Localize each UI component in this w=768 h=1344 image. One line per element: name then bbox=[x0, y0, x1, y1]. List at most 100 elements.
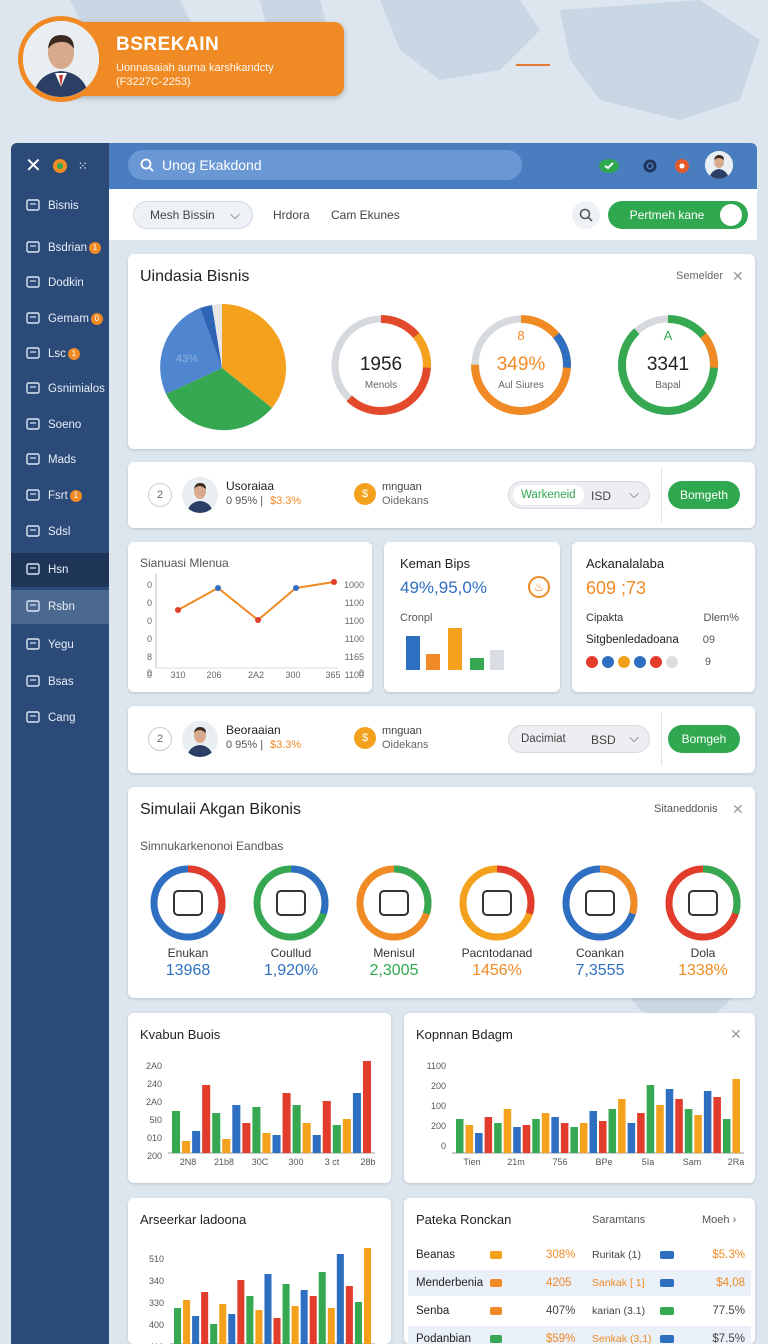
user-avatar[interactable] bbox=[705, 151, 733, 179]
row-action-button[interactable]: Bomgeh bbox=[668, 725, 740, 753]
filter-search-button[interactable] bbox=[572, 201, 600, 229]
ranking-more-label: Moeh bbox=[702, 1214, 730, 1226]
bar bbox=[291, 1306, 299, 1344]
bar-chart-2: 1100 200 100 200 0 Tien 21m 756 BPe 5Ia Sam 2Ra bbox=[427, 1061, 745, 1167]
currency-toggle[interactable]: Dacimiat BSD ⌵ bbox=[508, 725, 650, 753]
sidebar-item[interactable]: Rsbn bbox=[11, 590, 109, 624]
filter-link-2[interactable]: Cam Ekunes bbox=[331, 208, 400, 222]
gauge-top-label: 8 bbox=[517, 328, 524, 343]
overview-panel: Uindasia Bisnis Semelder ✕ 43% 1956 Menol… bbox=[128, 254, 755, 449]
gauge-label: Menols bbox=[365, 380, 397, 391]
settings-icon[interactable] bbox=[639, 155, 661, 177]
line-point bbox=[175, 607, 181, 613]
bar bbox=[579, 1123, 588, 1153]
calculator-icon[interactable] bbox=[560, 863, 640, 943]
person-icon bbox=[187, 727, 213, 757]
gauge-top-label: A bbox=[664, 328, 673, 343]
person-icon bbox=[23, 21, 99, 97]
sidebar-item[interactable]: Lsc 1 bbox=[11, 337, 109, 371]
close-icon[interactable]: ✕ bbox=[25, 155, 42, 177]
row-stat-b: $3.3% bbox=[270, 739, 302, 751]
metric-bar-3 bbox=[448, 628, 462, 670]
simulation-item-value: 1,920% bbox=[263, 962, 319, 979]
sidebar-item[interactable]: Gsnimialos bbox=[11, 372, 109, 406]
sidebar-item[interactable]: Bisnis bbox=[11, 189, 109, 223]
home-icon bbox=[25, 561, 48, 580]
sidebar-item[interactable]: Dodkin bbox=[11, 266, 109, 300]
table-row[interactable]: Senba 407% karian (3.1) 77.5% bbox=[408, 1298, 751, 1324]
currency-toggle[interactable]: Warkeneid ISD ⌵ bbox=[508, 481, 650, 509]
bar bbox=[560, 1123, 569, 1153]
sidebar-item-label: Cang bbox=[48, 712, 76, 724]
avatar[interactable] bbox=[182, 721, 218, 757]
sidebar-item[interactable]: Soeno bbox=[11, 408, 109, 442]
row-action-button[interactable]: Bomgeth bbox=[668, 481, 740, 509]
icon-ring-accent bbox=[459, 865, 535, 941]
bar bbox=[713, 1097, 721, 1153]
sidebar-item[interactable]: Cang bbox=[11, 701, 109, 735]
bar bbox=[312, 1135, 321, 1153]
hand-coins-icon[interactable] bbox=[148, 863, 228, 943]
ranking-more-link[interactable]: Moeh › bbox=[702, 1214, 736, 1226]
search-input[interactable]: Unog Ekakdond bbox=[128, 150, 522, 180]
sun-gear-icon[interactable] bbox=[457, 863, 537, 943]
metric-title: Keman Bips bbox=[400, 556, 471, 571]
bar bbox=[363, 1248, 371, 1344]
table-row[interactable]: Menderbenia 4205 Sankak [ 1] $4,08 bbox=[408, 1270, 751, 1296]
close-icon[interactable]: ✕ bbox=[732, 268, 744, 284]
bar bbox=[551, 1117, 559, 1153]
scope-dropdown[interactable]: Mesh Bissin ⌵ bbox=[133, 201, 253, 229]
bar bbox=[322, 1101, 331, 1153]
dots-icon[interactable]: ⁙ bbox=[77, 159, 88, 173]
filter-link-1[interactable]: Hrdora bbox=[273, 208, 310, 222]
money-bag-icon[interactable] bbox=[251, 863, 331, 943]
close-icon[interactable]: ✕ bbox=[730, 1026, 742, 1042]
row-sub: Sankak [ 1] bbox=[592, 1277, 645, 1289]
y-tick: 010 bbox=[147, 1133, 162, 1143]
account-row1-label: Cipakta bbox=[586, 612, 624, 624]
table-row[interactable]: Podanbian $59% Senkak (3,1) $7.5% bbox=[408, 1326, 751, 1344]
sidebar-item[interactable]: Bsas bbox=[11, 665, 109, 699]
avatar[interactable] bbox=[182, 477, 218, 513]
grid-icon bbox=[25, 523, 48, 542]
sidebar-item[interactable]: Sdsl bbox=[11, 515, 109, 549]
bar bbox=[684, 1109, 693, 1153]
close-icon[interactable]: ✕ bbox=[732, 801, 744, 817]
sidebar-item-label: Dodkin bbox=[48, 277, 84, 289]
row-percent: 4205 bbox=[546, 1277, 572, 1289]
fire-icon[interactable]: ♨ bbox=[528, 576, 550, 598]
table-row[interactable]: Beanas 308% Ruritak (1) $5.3% bbox=[408, 1242, 751, 1268]
primary-action-button[interactable]: Pertmeh kane bbox=[608, 201, 748, 229]
account-panel: Ackanalalaba 609 ;73 Cipakta Dlem% Sitgb… bbox=[572, 542, 755, 692]
y-tick-left: 0 bbox=[147, 580, 152, 590]
scope-dropdown-label: Mesh Bissin bbox=[150, 208, 215, 222]
card-icon bbox=[25, 239, 48, 258]
notification-icon[interactable] bbox=[671, 155, 693, 177]
bank-icon[interactable] bbox=[354, 863, 434, 943]
sidebar-item[interactable]: Mads bbox=[11, 443, 109, 477]
chat-icon[interactable] bbox=[598, 155, 620, 177]
row-percent: $59% bbox=[546, 1333, 576, 1344]
x-tick: 2Ra bbox=[728, 1157, 745, 1167]
simulation-subtitle: Simnukarkenonoi Eandbas bbox=[140, 839, 284, 853]
sidebar-item[interactable]: Gemam 0 bbox=[11, 302, 109, 336]
account-color-dots bbox=[586, 656, 678, 668]
metric-bars bbox=[406, 628, 504, 670]
bar bbox=[219, 1304, 227, 1344]
sidebar-item[interactable]: Yegu bbox=[11, 628, 109, 662]
sidebar-item[interactable]: Hsn bbox=[11, 553, 109, 587]
profile-header: BSREKAIN Uonnasaiah aurna karshkandcty (… bbox=[18, 16, 348, 102]
pie-slice-green bbox=[166, 368, 272, 431]
sidebar-item[interactable]: Bsdrian 1 bbox=[11, 231, 109, 265]
bar bbox=[237, 1280, 245, 1344]
row-amount: $4,08 bbox=[716, 1277, 745, 1289]
x-tick: 3 ct bbox=[325, 1157, 340, 1167]
line-chart-title: Sianuasi Mlenua bbox=[140, 556, 229, 570]
y-tick-left: 0 bbox=[147, 634, 152, 644]
profile-avatar[interactable] bbox=[18, 16, 104, 102]
bar bbox=[362, 1061, 371, 1153]
sidebar-item[interactable]: Fsrt 1 bbox=[11, 479, 109, 513]
bar bbox=[282, 1284, 290, 1344]
growth-chart-icon[interactable] bbox=[663, 863, 743, 943]
row-stat-a: 0 95% | bbox=[226, 739, 264, 751]
